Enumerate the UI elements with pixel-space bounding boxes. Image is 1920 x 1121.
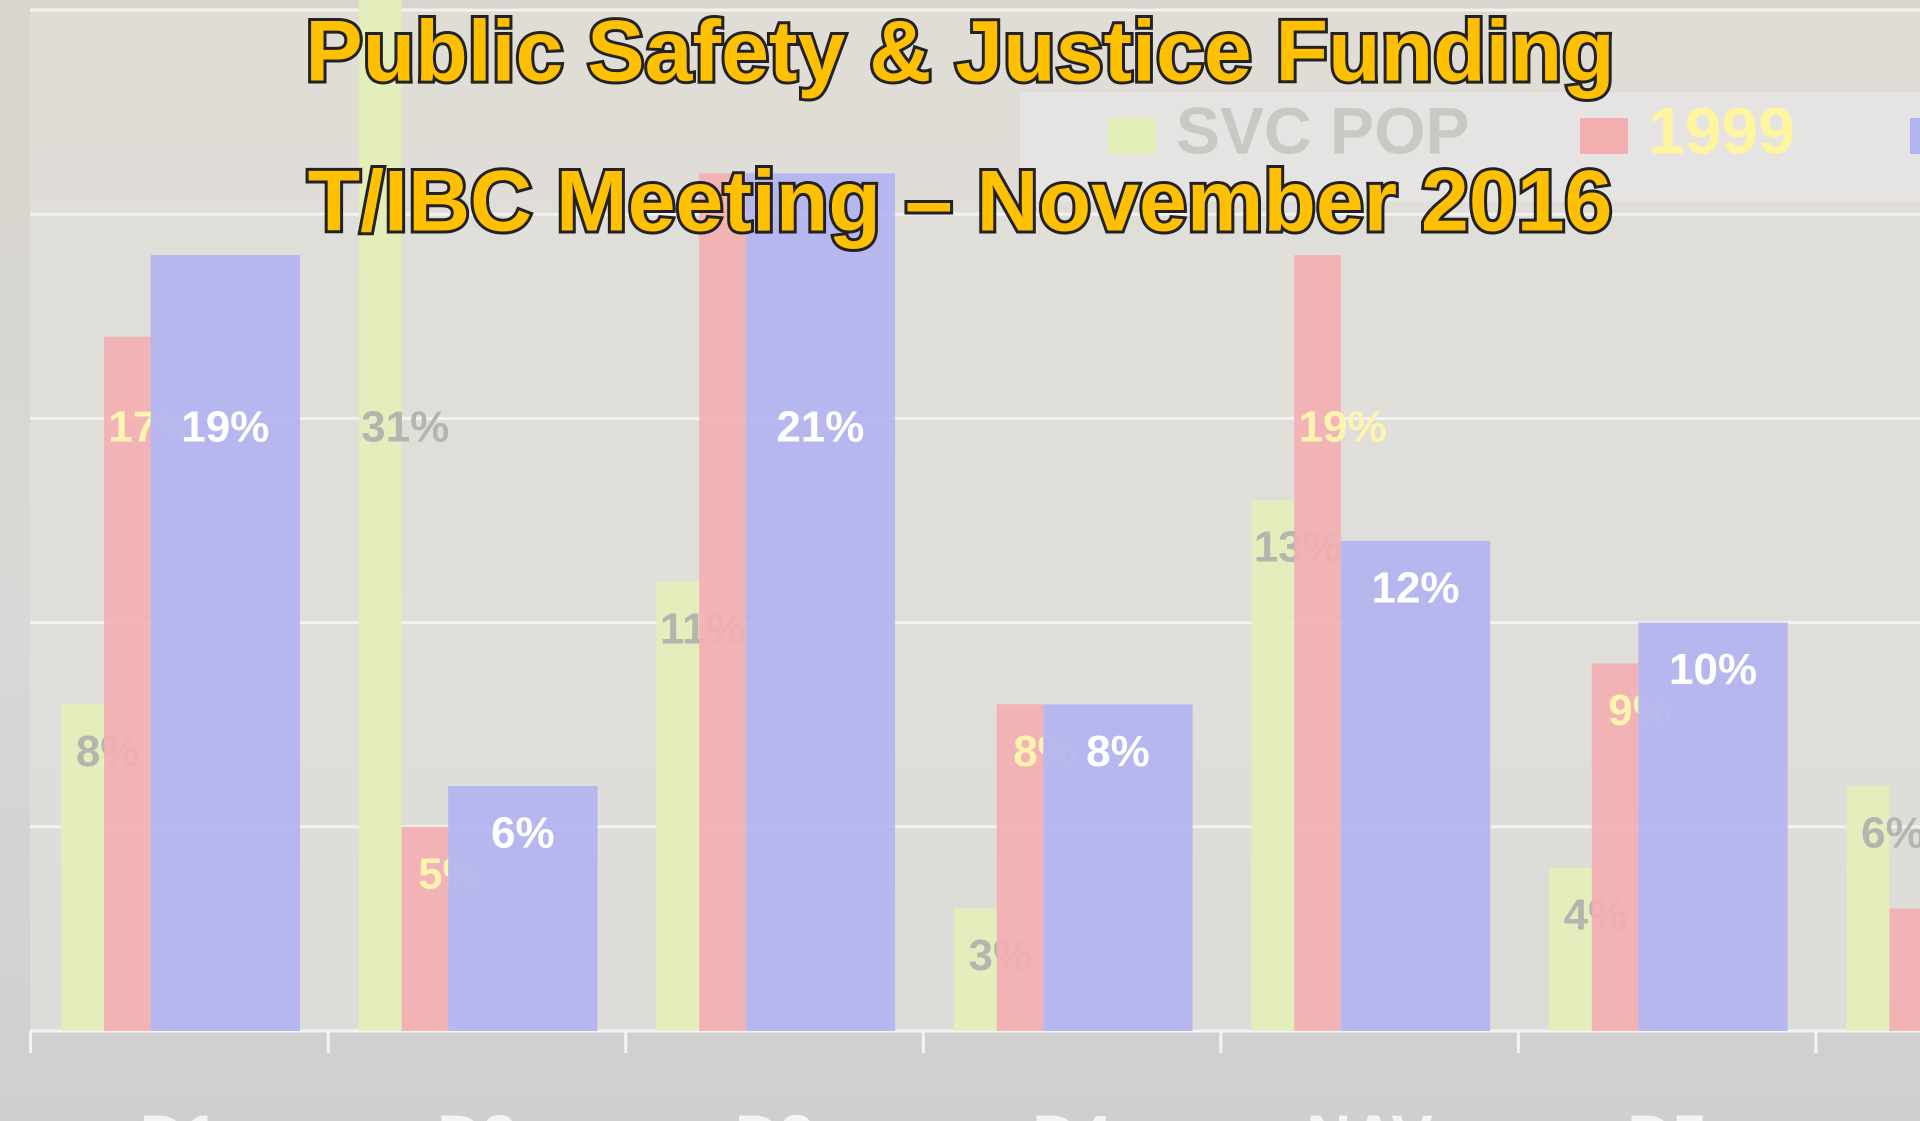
data-label: 6% bbox=[491, 809, 555, 858]
bar bbox=[1889, 908, 1920, 1031]
legend-swatch bbox=[1108, 118, 1156, 154]
x-tick-label: D3 bbox=[735, 1103, 814, 1121]
bar bbox=[1294, 255, 1341, 1031]
bar bbox=[1251, 500, 1294, 1031]
data-label: 8% bbox=[1086, 727, 1150, 776]
chart: D1D2D3D4NAVD58%31%11%3%13%4%6%17%5%8%19%… bbox=[0, 0, 1920, 1121]
data-label: 12% bbox=[1371, 564, 1459, 613]
data-label: 31% bbox=[361, 403, 449, 452]
bar bbox=[151, 255, 300, 1031]
legend-swatch bbox=[1580, 118, 1628, 154]
data-label: 19% bbox=[181, 403, 269, 452]
x-tick-label: D5 bbox=[1628, 1103, 1707, 1121]
legend-swatch bbox=[1910, 118, 1920, 154]
bar bbox=[699, 173, 746, 1031]
x-tick-label: D1 bbox=[140, 1103, 219, 1121]
x-tick-label: D4 bbox=[1032, 1103, 1112, 1121]
x-tick-label: NAV bbox=[1306, 1103, 1432, 1121]
data-label: 21% bbox=[776, 403, 864, 452]
data-label: 19% bbox=[1299, 403, 1387, 452]
data-label: 10% bbox=[1669, 645, 1757, 694]
legend-label: 1999 bbox=[1648, 93, 1795, 167]
data-label: 6% bbox=[1861, 809, 1920, 858]
chart-title: Public Safety & Justice Funding bbox=[305, 4, 1614, 100]
bar bbox=[746, 173, 895, 1031]
chart-subtitle: T/IBC Meeting – November 2016 bbox=[308, 154, 1613, 250]
bar bbox=[1341, 541, 1490, 1031]
x-tick-label: D2 bbox=[437, 1103, 516, 1121]
